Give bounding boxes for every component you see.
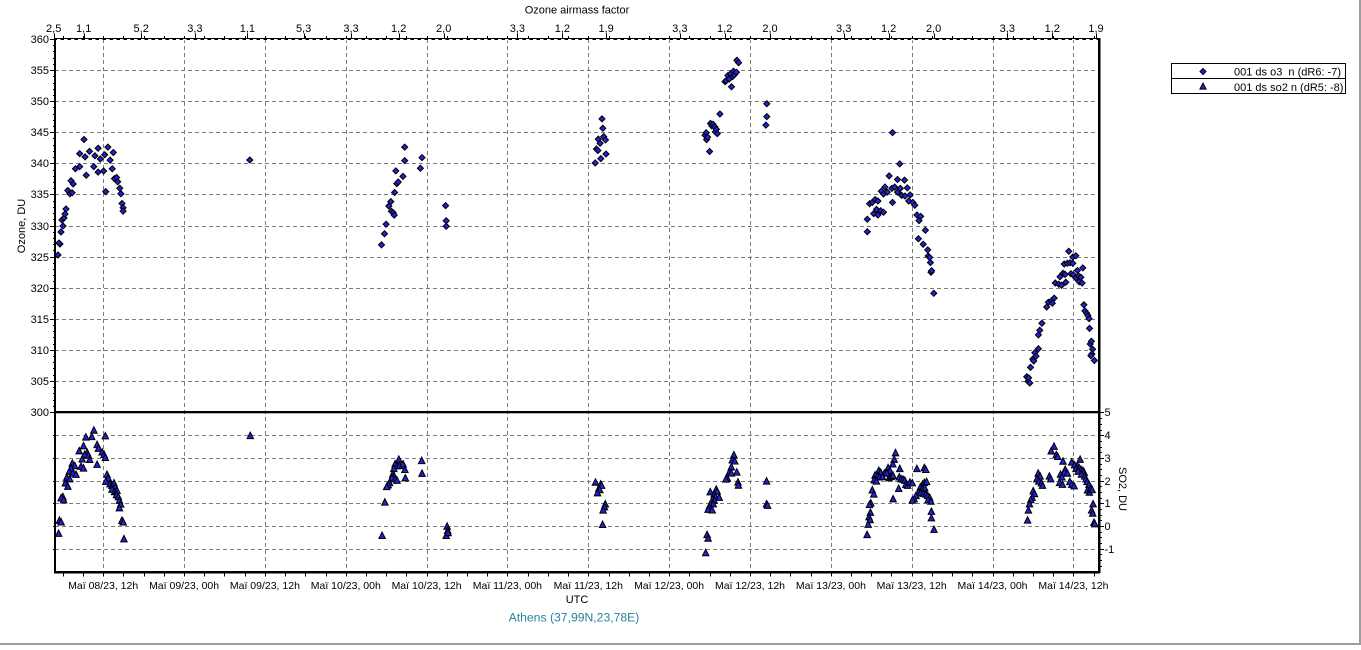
svg-text:3: 3 — [1105, 453, 1111, 465]
svg-text:1,2: 1,2 — [391, 23, 406, 35]
svg-text:360: 360 — [31, 34, 49, 46]
svg-text:Maï 13/23, 12h: Maï 13/23, 12h — [877, 580, 947, 592]
svg-text:Maï 14/23, 00h: Maï 14/23, 00h — [957, 580, 1027, 592]
svg-text:Maï 14/23, 12h: Maï 14/23, 12h — [1038, 580, 1108, 592]
svg-text:Maï 10/23, 00h: Maï 10/23, 00h — [311, 580, 381, 592]
svg-text:001 ds o3 n (dR6: -7): 001 ds o3 n (dR6: -7) — [1234, 67, 1341, 79]
svg-text:5,3: 5,3 — [296, 23, 311, 35]
svg-text:Maï 13/23, 00h: Maï 13/23, 00h — [796, 580, 866, 592]
svg-text:3,3: 3,3 — [1000, 23, 1015, 35]
svg-text:5: 5 — [1105, 407, 1111, 419]
svg-text:310: 310 — [31, 345, 49, 357]
svg-text:Maï 11/23, 00h: Maï 11/23, 00h — [473, 580, 542, 592]
svg-text:355: 355 — [31, 65, 49, 77]
svg-text:0: 0 — [1105, 521, 1111, 533]
svg-text:300: 300 — [31, 407, 49, 419]
svg-text:Maï 09/23, 00h: Maï 09/23, 00h — [149, 580, 219, 592]
svg-text:1: 1 — [1105, 498, 1111, 510]
svg-text:4: 4 — [1105, 430, 1111, 442]
svg-text:1,1: 1,1 — [240, 23, 255, 35]
svg-text:2,0: 2,0 — [762, 23, 777, 35]
svg-text:Ozone, DU: Ozone, DU — [16, 199, 28, 253]
svg-text:Maï 11/23, 12h: Maï 11/23, 12h — [554, 580, 623, 592]
svg-text:Maï 08/23, 12h: Maï 08/23, 12h — [68, 580, 138, 592]
svg-text:330: 330 — [31, 221, 49, 233]
svg-text:350: 350 — [31, 96, 49, 108]
svg-text:325: 325 — [31, 252, 49, 264]
svg-text:1,9: 1,9 — [598, 23, 613, 35]
svg-text:315: 315 — [31, 314, 49, 326]
svg-text:3,3: 3,3 — [510, 23, 525, 35]
svg-text:SO2, DU: SO2, DU — [1116, 467, 1128, 511]
svg-text:3,3: 3,3 — [836, 23, 851, 35]
svg-text:Maï 09/23, 12h: Maï 09/23, 12h — [230, 580, 300, 592]
svg-text:2: 2 — [1105, 476, 1111, 488]
svg-text:345: 345 — [31, 127, 49, 139]
svg-text:-1: -1 — [1105, 544, 1115, 556]
svg-text:Maï 12/23, 00h: Maï 12/23, 00h — [634, 580, 704, 592]
svg-text:Maï 10/23, 12h: Maï 10/23, 12h — [392, 580, 462, 592]
svg-text:Maï 12/23, 12h: Maï 12/23, 12h — [715, 580, 785, 592]
svg-text:320: 320 — [31, 283, 49, 295]
svg-text:1,2: 1,2 — [717, 23, 732, 35]
svg-text:2,0: 2,0 — [926, 23, 941, 35]
svg-text:1,1: 1,1 — [76, 23, 91, 35]
svg-text:5,2: 5,2 — [134, 23, 149, 35]
svg-text:1,2: 1,2 — [881, 23, 896, 35]
svg-text:UTC: UTC — [566, 594, 589, 606]
svg-text:340: 340 — [31, 158, 49, 170]
svg-text:1,9: 1,9 — [1088, 23, 1103, 35]
svg-text:3,3: 3,3 — [672, 23, 687, 35]
svg-text:001 ds so2 n (dR5: -8): 001 ds so2 n (dR5: -8) — [1234, 82, 1343, 94]
svg-text:305: 305 — [31, 376, 49, 388]
svg-text:3,3: 3,3 — [343, 23, 358, 35]
svg-text:Ozone airmass factor: Ozone airmass factor — [525, 5, 630, 17]
svg-text:1,2: 1,2 — [1045, 23, 1060, 35]
svg-text:3,3: 3,3 — [187, 23, 202, 35]
svg-text:Athens (37,99N,23,78E): Athens (37,99N,23,78E) — [509, 611, 640, 625]
svg-text:2,5: 2,5 — [46, 23, 61, 35]
svg-text:1,2: 1,2 — [555, 23, 570, 35]
svg-text:335: 335 — [31, 189, 49, 201]
svg-text:2,0: 2,0 — [436, 23, 451, 35]
